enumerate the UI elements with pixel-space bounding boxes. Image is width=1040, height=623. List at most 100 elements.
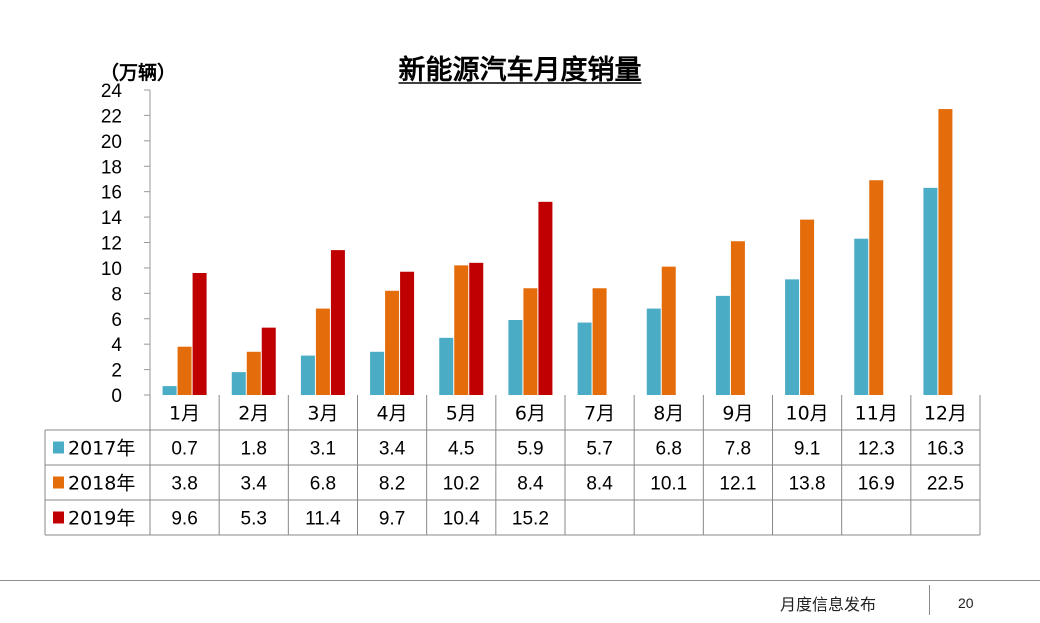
chart-title: 新能源汽车月度销量 bbox=[399, 54, 642, 86]
y-tick-label: 16 bbox=[101, 183, 122, 204]
bar bbox=[454, 265, 469, 395]
chart-bars bbox=[162, 109, 953, 395]
bar bbox=[192, 273, 207, 395]
bar bbox=[508, 320, 523, 395]
legend-label: 2017年 bbox=[68, 438, 135, 460]
bar bbox=[300, 355, 315, 395]
data-label: 10.2 bbox=[443, 474, 480, 495]
data-label: 9.6 bbox=[171, 509, 197, 530]
data-label: 9.7 bbox=[379, 509, 405, 530]
bar bbox=[869, 180, 884, 395]
bar bbox=[246, 351, 261, 395]
bar bbox=[577, 322, 592, 395]
bar bbox=[177, 346, 192, 395]
data-label: 9.1 bbox=[794, 439, 820, 460]
y-tick-label: 14 bbox=[101, 208, 123, 229]
data-label: 8.2 bbox=[379, 474, 405, 495]
x-tick-label: 1月 bbox=[169, 403, 200, 425]
bar bbox=[538, 201, 553, 395]
x-tick-label: 3月 bbox=[307, 403, 338, 425]
x-tick-label: 2月 bbox=[238, 403, 269, 425]
data-label: 16.9 bbox=[858, 474, 895, 495]
data-label: 7.8 bbox=[725, 439, 751, 460]
x-tick-label: 5月 bbox=[446, 403, 477, 425]
bar bbox=[661, 266, 676, 395]
data-label: 22.5 bbox=[927, 474, 964, 495]
data-label: 6.8 bbox=[310, 474, 336, 495]
bar bbox=[315, 308, 330, 395]
data-label: 5.7 bbox=[586, 439, 612, 460]
y-tick-label: 22 bbox=[101, 106, 122, 127]
bar bbox=[854, 238, 869, 395]
bar bbox=[330, 250, 345, 395]
y-tick-label: 8 bbox=[111, 284, 122, 305]
bar bbox=[439, 337, 454, 395]
data-label: 3.4 bbox=[379, 439, 406, 460]
legend-swatch bbox=[53, 511, 64, 524]
data-label: 12.3 bbox=[858, 439, 895, 460]
legend-label: 2019年 bbox=[68, 508, 135, 530]
bar bbox=[261, 327, 276, 395]
bar bbox=[646, 308, 661, 395]
bar bbox=[800, 219, 815, 395]
data-label: 13.8 bbox=[789, 474, 826, 495]
bar bbox=[469, 262, 484, 395]
bar bbox=[715, 295, 730, 395]
data-label: 8.4 bbox=[517, 474, 544, 495]
x-tick-label: 11月 bbox=[855, 403, 898, 425]
data-table: 1月 2月 3月 4月 5月 6月 7月 8月 9月 10月 11月 12月 2017年 0.7 1.8 3.… bbox=[44, 395, 981, 536]
data-label: 3.1 bbox=[310, 439, 336, 460]
bar bbox=[523, 288, 538, 395]
data-label: 11.4 bbox=[305, 509, 341, 530]
footer-label: 月度信息发布 bbox=[780, 595, 877, 614]
bar bbox=[370, 351, 385, 395]
legend-label: 2018年 bbox=[68, 473, 135, 495]
bar bbox=[162, 386, 177, 395]
bar bbox=[400, 271, 415, 395]
x-tick-label: 10月 bbox=[785, 403, 828, 425]
data-label: 16.3 bbox=[927, 439, 964, 460]
data-label: 8.4 bbox=[586, 474, 613, 495]
data-label: 1.8 bbox=[241, 439, 267, 460]
data-label: 3.4 bbox=[241, 474, 268, 495]
y-tick-label: 20 bbox=[101, 132, 122, 153]
y-axis-unit-label: （万辆） bbox=[100, 61, 176, 84]
data-label: 5.9 bbox=[517, 439, 543, 460]
y-tick-label: 12 bbox=[101, 234, 122, 255]
legend-swatch bbox=[53, 476, 64, 489]
data-label: 12.1 bbox=[719, 474, 756, 495]
footer-separator bbox=[929, 585, 930, 615]
footer-divider bbox=[0, 580, 1040, 581]
y-tick-label: 0 bbox=[111, 386, 122, 407]
bar bbox=[231, 372, 246, 395]
data-label: 6.8 bbox=[656, 439, 682, 460]
legend-swatch bbox=[53, 441, 64, 454]
y-tick-label: 6 bbox=[111, 310, 122, 331]
data-label: 10.4 bbox=[443, 509, 480, 530]
y-tick-label: 24 bbox=[101, 81, 123, 102]
bar bbox=[938, 109, 953, 395]
data-label: 10.1 bbox=[650, 474, 687, 495]
bar bbox=[592, 288, 607, 395]
data-label: 5.3 bbox=[241, 509, 267, 530]
x-tick-label: 12月 bbox=[924, 403, 967, 425]
y-tick-label: 18 bbox=[101, 157, 122, 178]
data-label: 0.7 bbox=[171, 439, 197, 460]
data-label: 15.2 bbox=[512, 509, 549, 530]
data-label: 4.5 bbox=[448, 439, 474, 460]
bar bbox=[385, 290, 400, 395]
page-number: 20 bbox=[958, 595, 974, 611]
y-tick-label: 2 bbox=[111, 361, 122, 382]
x-tick-label: 9月 bbox=[722, 403, 753, 425]
y-tick-label: 10 bbox=[101, 259, 122, 280]
bar bbox=[730, 241, 745, 395]
x-tick-label: 6月 bbox=[515, 403, 546, 425]
bar bbox=[785, 279, 800, 395]
data-label: 3.8 bbox=[171, 474, 197, 495]
y-tick-label: 4 bbox=[111, 335, 122, 356]
x-tick-label: 7月 bbox=[584, 403, 615, 425]
x-tick-label: 4月 bbox=[377, 403, 408, 425]
bar bbox=[923, 187, 938, 395]
